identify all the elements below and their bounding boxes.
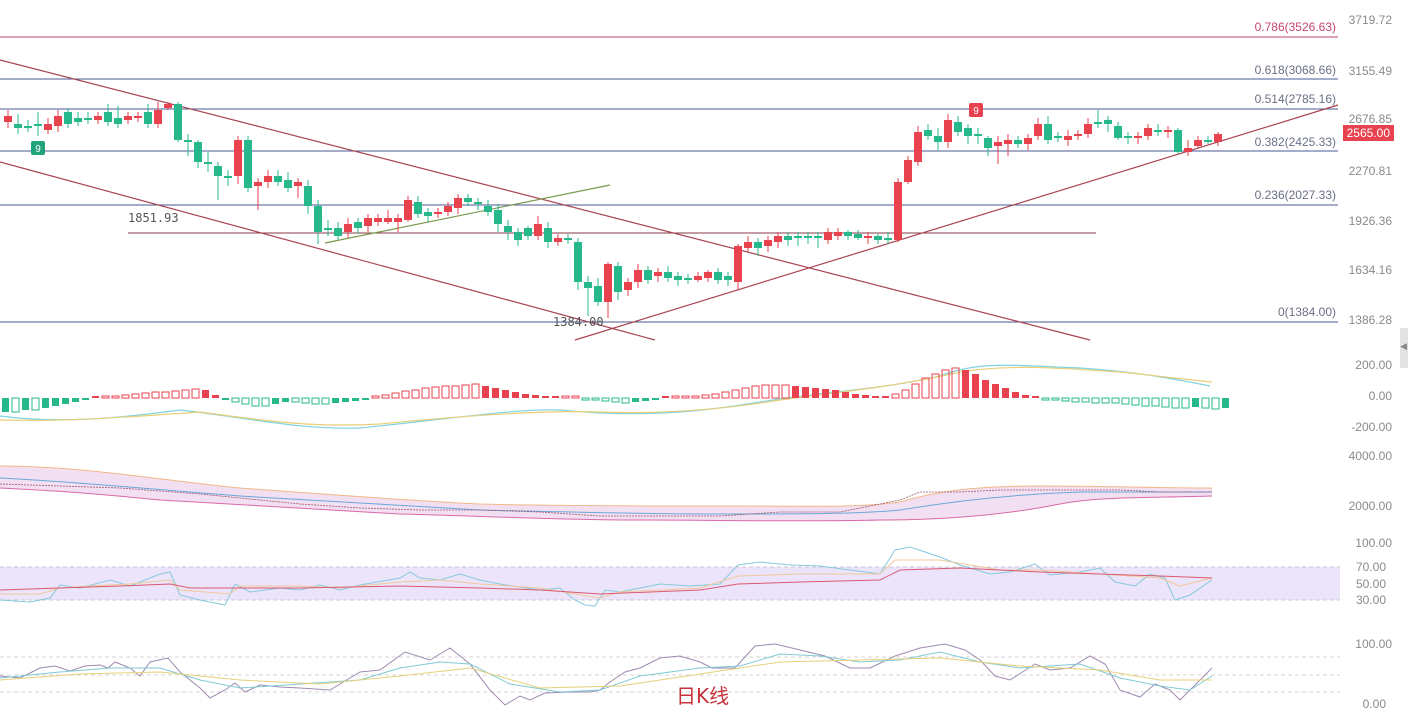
rsi-tick: 30.00 (1355, 593, 1386, 607)
fibonacci-lines (0, 36, 1338, 323)
level-label-high: 1851.93 (128, 211, 179, 225)
rsi-tick: 50.00 (1355, 577, 1386, 591)
fib-label-0514: 0.514(2785.16) (1254, 92, 1336, 106)
candlesticks (4, 102, 1222, 318)
macd-tick: 200.00 (1355, 358, 1392, 372)
boll-tick: 4000.00 (1348, 449, 1392, 463)
kdj-tick: 0.00 (1362, 697, 1386, 711)
level-label-low: 1384.00 (553, 315, 604, 329)
fib-label-0236: 0.236(2027.33) (1254, 188, 1336, 202)
trendlines (0, 59, 1339, 341)
svg-text:9: 9 (35, 144, 41, 155)
price-tick: 3719.72 (1348, 13, 1392, 27)
macd-panel (0, 364, 1229, 429)
chart-title-watermark: 日K线 (676, 684, 730, 708)
price-tick: 2676.85 (1348, 112, 1392, 126)
price-tick: 3155.49 (1348, 64, 1392, 78)
fib-label-0618: 0.618(3068.66) (1254, 63, 1336, 77)
kdj-panel (0, 643, 1340, 706)
rsi-panel (0, 546, 1340, 607)
price-tick: 1634.16 (1348, 263, 1392, 277)
rsi-tick: 70.00 (1355, 560, 1386, 574)
price-tick: 2270.81 (1348, 164, 1392, 178)
fib-label-0: 0(1384.00) (1277, 305, 1336, 319)
boll-panel (0, 465, 1213, 522)
collapse-arrow-icon[interactable]: ◀ (1400, 341, 1407, 351)
boll-tick: 2000.00 (1348, 499, 1392, 513)
current-price-tag: 2565.00 (1342, 125, 1394, 141)
price-tick: 1926.36 (1348, 214, 1392, 228)
kdj-tick: 100.00 (1355, 637, 1392, 651)
signal-markers: 99 (31, 103, 983, 155)
fib-label-0786: 0.786(3526.63) (1254, 20, 1336, 34)
panel-scrollbar[interactable] (1400, 328, 1408, 368)
macd-tick: -200.00 (1351, 420, 1392, 434)
macd-tick: 0.00 (1368, 389, 1392, 403)
price-tick: 1386.28 (1348, 313, 1392, 327)
fib-label-0382: 0.382(2425.33) (1254, 135, 1336, 149)
rsi-tick: 100.00 (1355, 536, 1392, 550)
svg-text:9: 9 (973, 106, 979, 117)
